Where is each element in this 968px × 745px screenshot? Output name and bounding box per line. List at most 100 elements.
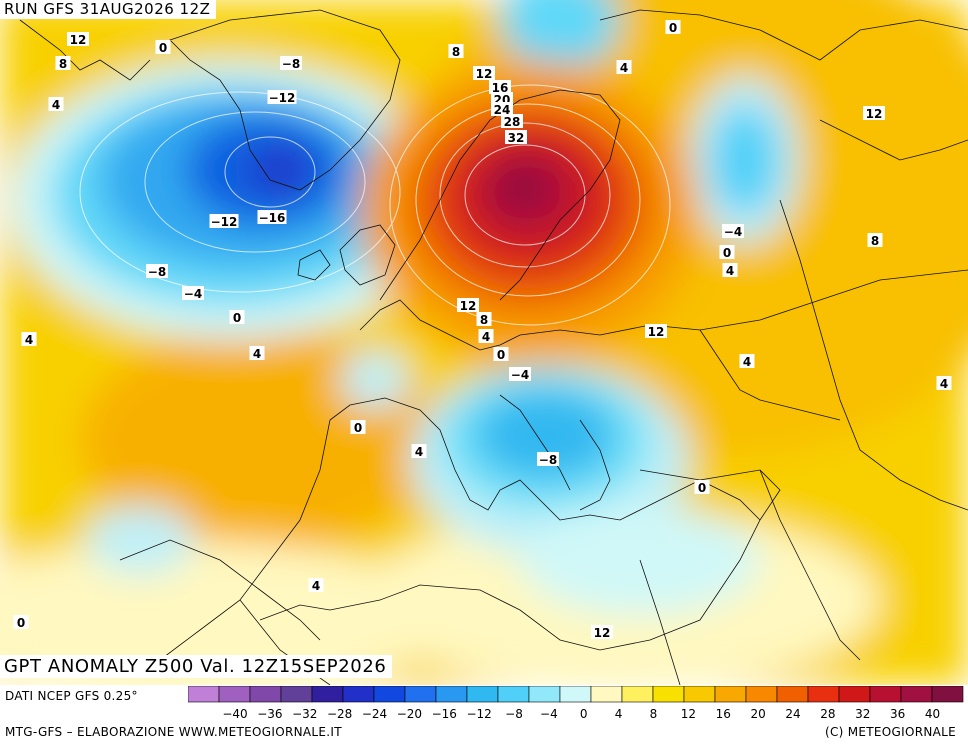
contour-label: −8 [539,453,557,467]
scale-swatch [280,686,313,703]
scale-tick-label: 4 [615,707,623,721]
scale-swatch [776,686,809,703]
scale-tick-label: −40 [222,707,247,721]
contour-label-box [591,625,613,639]
contour-label-box [267,90,297,104]
contour-label-box [473,66,495,80]
contour-label: 4 [620,61,628,75]
scale-tick-label: 16 [716,707,731,721]
scale-swatch [590,686,623,703]
contour-label: 4 [415,445,423,459]
scale-swatch [435,686,468,703]
scale-tick-label: 36 [890,707,905,721]
scale-tick-label: 32 [855,707,870,721]
scale-tick-label: −20 [397,707,422,721]
contour-label-box [308,578,324,592]
contour-label: 4 [940,377,948,391]
contour-label: 8 [480,313,488,327]
contour-label-box [229,310,245,324]
contour-label: 4 [253,347,261,361]
contour-label-box [509,367,531,381]
scale-swatch [621,686,654,703]
scale-tick-label: 28 [820,707,835,721]
contour-label: 12 [460,299,477,313]
scale-swatch [528,686,561,703]
contour-label: 12 [70,33,87,47]
scale-swatch [497,686,530,703]
credit-label: MTG-GFS – ELABORAZIONE WWW.METEOGIORNALE… [5,725,342,739]
scale-swatch [931,686,964,703]
scale-swatch [188,686,220,703]
contour-label: 28 [504,115,521,129]
contour-label-box [257,210,287,224]
contour-label-box [411,444,427,458]
contour-label-box [537,452,559,466]
contour-label-box [489,80,511,94]
scale-tick-label: −28 [327,707,352,721]
color-scale: −40 −36 −32 −28 −24 −20 −16 −12 −8 −4 0 4 8 12 16 20 24 2… [188,686,964,721]
contour-label: 4 [25,333,33,347]
contour-label-box [182,286,204,300]
contour-label: 0 [354,421,362,435]
contour-label: −4 [184,287,202,301]
contour-label-box [457,298,479,312]
contour-label: 4 [726,264,734,278]
contour-label-box [67,32,89,46]
contour-label: 4 [743,355,751,369]
contour-label-box [694,480,710,494]
anomaly-map: 12084−8−12−16−12−8−40448121620242832124−… [0,0,968,685]
contour-label-box [146,264,168,278]
contour-label-box [665,20,681,34]
contour-label: −4 [511,368,529,382]
contour-label: 0 [17,616,25,630]
contour-label: 0 [669,21,677,35]
scale-tick-label: −16 [432,707,457,721]
scale-tick-label: −4 [540,707,558,721]
contour-label-box [616,60,632,74]
contour-label-box [722,263,738,277]
scale-tick-label: 20 [750,707,765,721]
contour-label: 0 [233,311,241,325]
run-label: RUN GFS 31AUG2026 12Z [0,0,217,19]
contour-label-box [13,615,29,629]
scale-swatch [404,686,437,703]
contour-label-box [645,324,667,338]
contour-label: 32 [508,131,525,145]
contour-label: 12 [476,67,493,81]
contour-label-box [719,245,735,259]
scale-tick-label: −36 [257,707,282,721]
contour-label: −12 [211,215,238,229]
scale-swatch [373,686,406,703]
scale-tick-label: −12 [466,707,491,721]
contour-label-box [493,347,509,361]
contour-label-box [501,114,523,128]
scale-tick-label: 40 [925,707,940,721]
contour-label-box [491,102,513,116]
scale-swatch [311,686,344,703]
scale-swatch [218,686,251,703]
contour-label: 4 [482,330,490,344]
scale-tick-label: −32 [292,707,317,721]
contour-label-box [280,56,302,70]
contour-label: 8 [871,234,879,248]
contour-label: 4 [52,98,60,112]
scale-swatch [869,686,902,703]
contour-label-box [249,346,265,360]
scale-swatch [559,686,592,703]
contour-label-box [936,376,952,390]
contour-label-box [505,130,527,144]
contour-label: 12 [648,325,665,339]
contour-label-box [209,214,239,228]
contour-label: −8 [282,57,300,71]
contour-label-box [448,44,464,58]
contour-label: 24 [494,103,511,117]
contour-label-box [55,56,71,70]
contour-label: 12 [866,107,883,121]
scale-swatch [652,686,685,703]
copyright-label: (C) METEOGIORNALE [824,725,956,739]
contour-label-box [155,40,171,54]
contour-label: −8 [148,265,166,279]
scale-tick-label: 12 [681,707,696,721]
scale-swatch [838,686,871,703]
contour-label-box [863,106,885,120]
